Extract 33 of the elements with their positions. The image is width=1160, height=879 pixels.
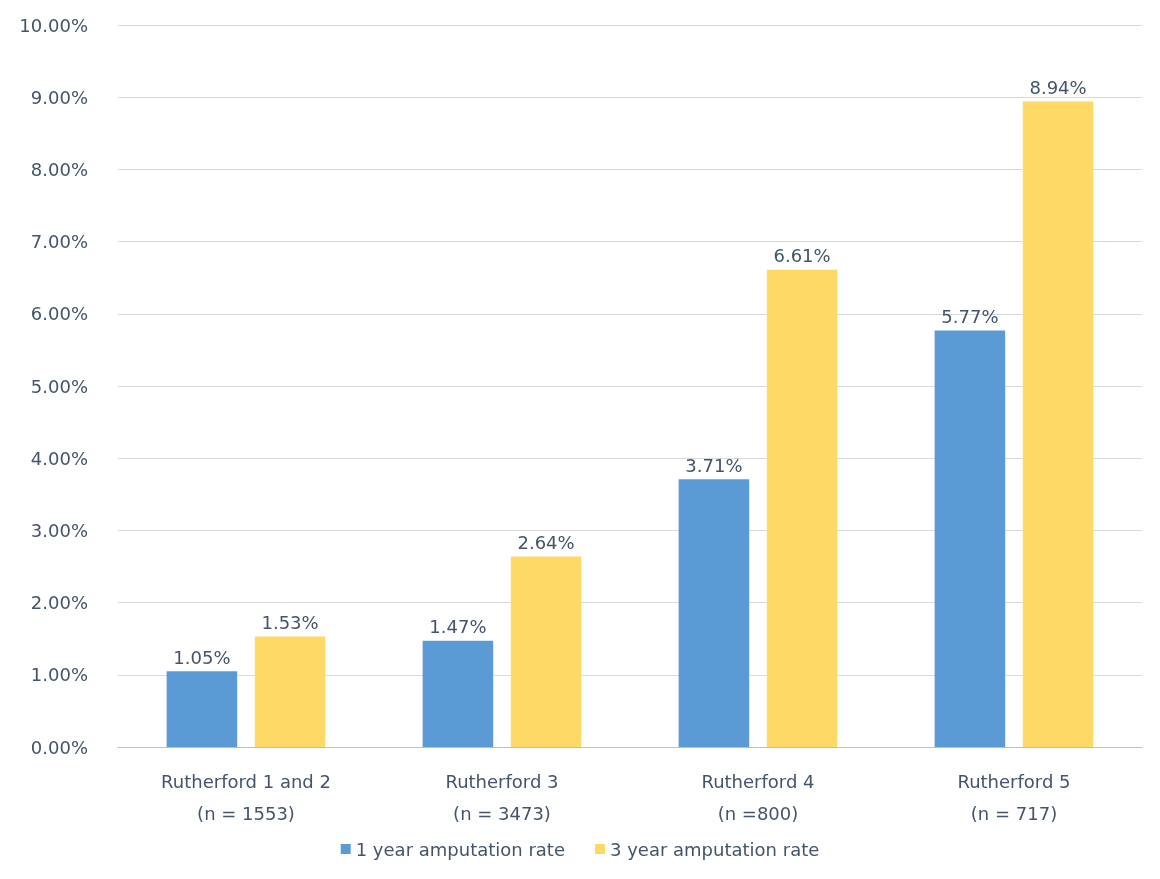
y-tick-label: 9.00%	[30, 86, 88, 108]
legend-label: 1 year amputation rate	[355, 838, 566, 860]
bar	[934, 330, 1006, 747]
data-label: 2.64%	[517, 531, 575, 553]
data-label: 8.94%	[1029, 77, 1087, 99]
x-tick-label: Rutherford 1 and 2 (n = 1553)	[161, 770, 331, 824]
legend-label: 3 year amputation rate	[610, 838, 820, 860]
y-tick-label: 6.00%	[30, 303, 88, 325]
data-label: 1.47%	[429, 616, 487, 638]
bar	[422, 640, 494, 747]
y-tick-label: 8.00%	[30, 158, 88, 180]
data-label: 3.71%	[685, 454, 743, 476]
data-label: 1.05%	[173, 646, 231, 668]
y-tick-label: 2.00%	[30, 592, 88, 614]
bar	[678, 479, 750, 747]
bar	[766, 269, 838, 747]
x-tick-label: Rutherford 3 (n = 3473)	[445, 770, 559, 824]
y-tick-label: 4.00%	[30, 447, 88, 469]
bar	[166, 671, 238, 747]
y-tick-label: 5.00%	[30, 375, 88, 397]
y-tick-label: 3.00%	[30, 519, 88, 541]
y-tick-label: 7.00%	[30, 231, 88, 253]
y-tick-label: 10.00%	[19, 14, 88, 36]
x-tick-label: Rutherford 4 (n =800)	[701, 770, 815, 824]
bar	[1022, 101, 1094, 747]
bar	[510, 556, 582, 747]
data-label: 6.61%	[773, 245, 831, 267]
data-label: 5.77%	[941, 305, 999, 327]
y-tick-label: 0.00%	[30, 736, 88, 758]
data-label: 1.53%	[261, 612, 319, 634]
x-tick-label: Rutherford 5 (n = 717)	[957, 770, 1071, 824]
y-tick-label: 1.00%	[30, 664, 88, 686]
bar	[254, 636, 326, 747]
